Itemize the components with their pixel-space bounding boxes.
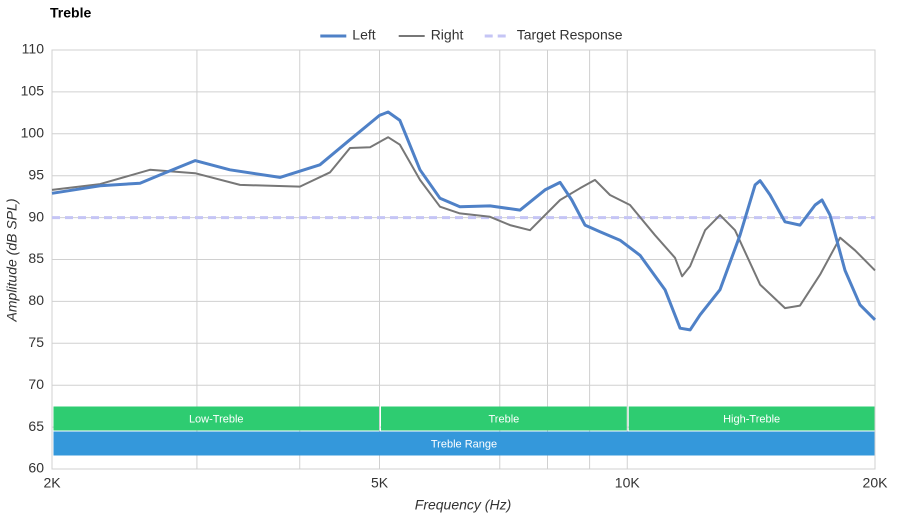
y-tick-label: 60	[28, 460, 44, 476]
band	[53, 431, 875, 456]
y-tick-label: 65	[28, 418, 44, 434]
x-tick-label: 2K	[43, 475, 61, 491]
y-tick-label: 105	[21, 83, 45, 99]
line	[51, 136, 876, 310]
y-tick-label: 100	[21, 125, 45, 141]
legend-label: Left	[352, 27, 375, 43]
line	[51, 110, 877, 332]
band-label: High-Treble	[723, 413, 780, 425]
legend-label: Target Response	[517, 27, 623, 43]
band-label: Treble	[488, 413, 519, 425]
band	[381, 406, 627, 431]
y-tick-label: 80	[28, 292, 44, 308]
band-label: Treble Range	[431, 438, 497, 450]
band	[53, 406, 380, 431]
x-tick-label: 20K	[863, 475, 889, 491]
band-label: Low-Treble	[189, 413, 244, 425]
y-tick-label: 85	[28, 250, 44, 266]
y-tick-label: 75	[28, 334, 44, 350]
legend-label: Right	[431, 27, 464, 43]
y-tick-label: 90	[28, 208, 44, 224]
y-tick-label: 70	[28, 376, 44, 392]
x-axis-label: Frequency (Hz)	[415, 497, 511, 513]
chart-title: Treble	[50, 5, 91, 21]
band	[628, 406, 875, 431]
y-axis-label: Amplitude (dB SPL)	[4, 199, 20, 323]
x-tick-label: 10K	[615, 475, 641, 491]
y-tick-label: 95	[28, 166, 44, 182]
y-tick-label: 110	[22, 41, 45, 57]
x-tick-label: 5K	[371, 475, 389, 491]
